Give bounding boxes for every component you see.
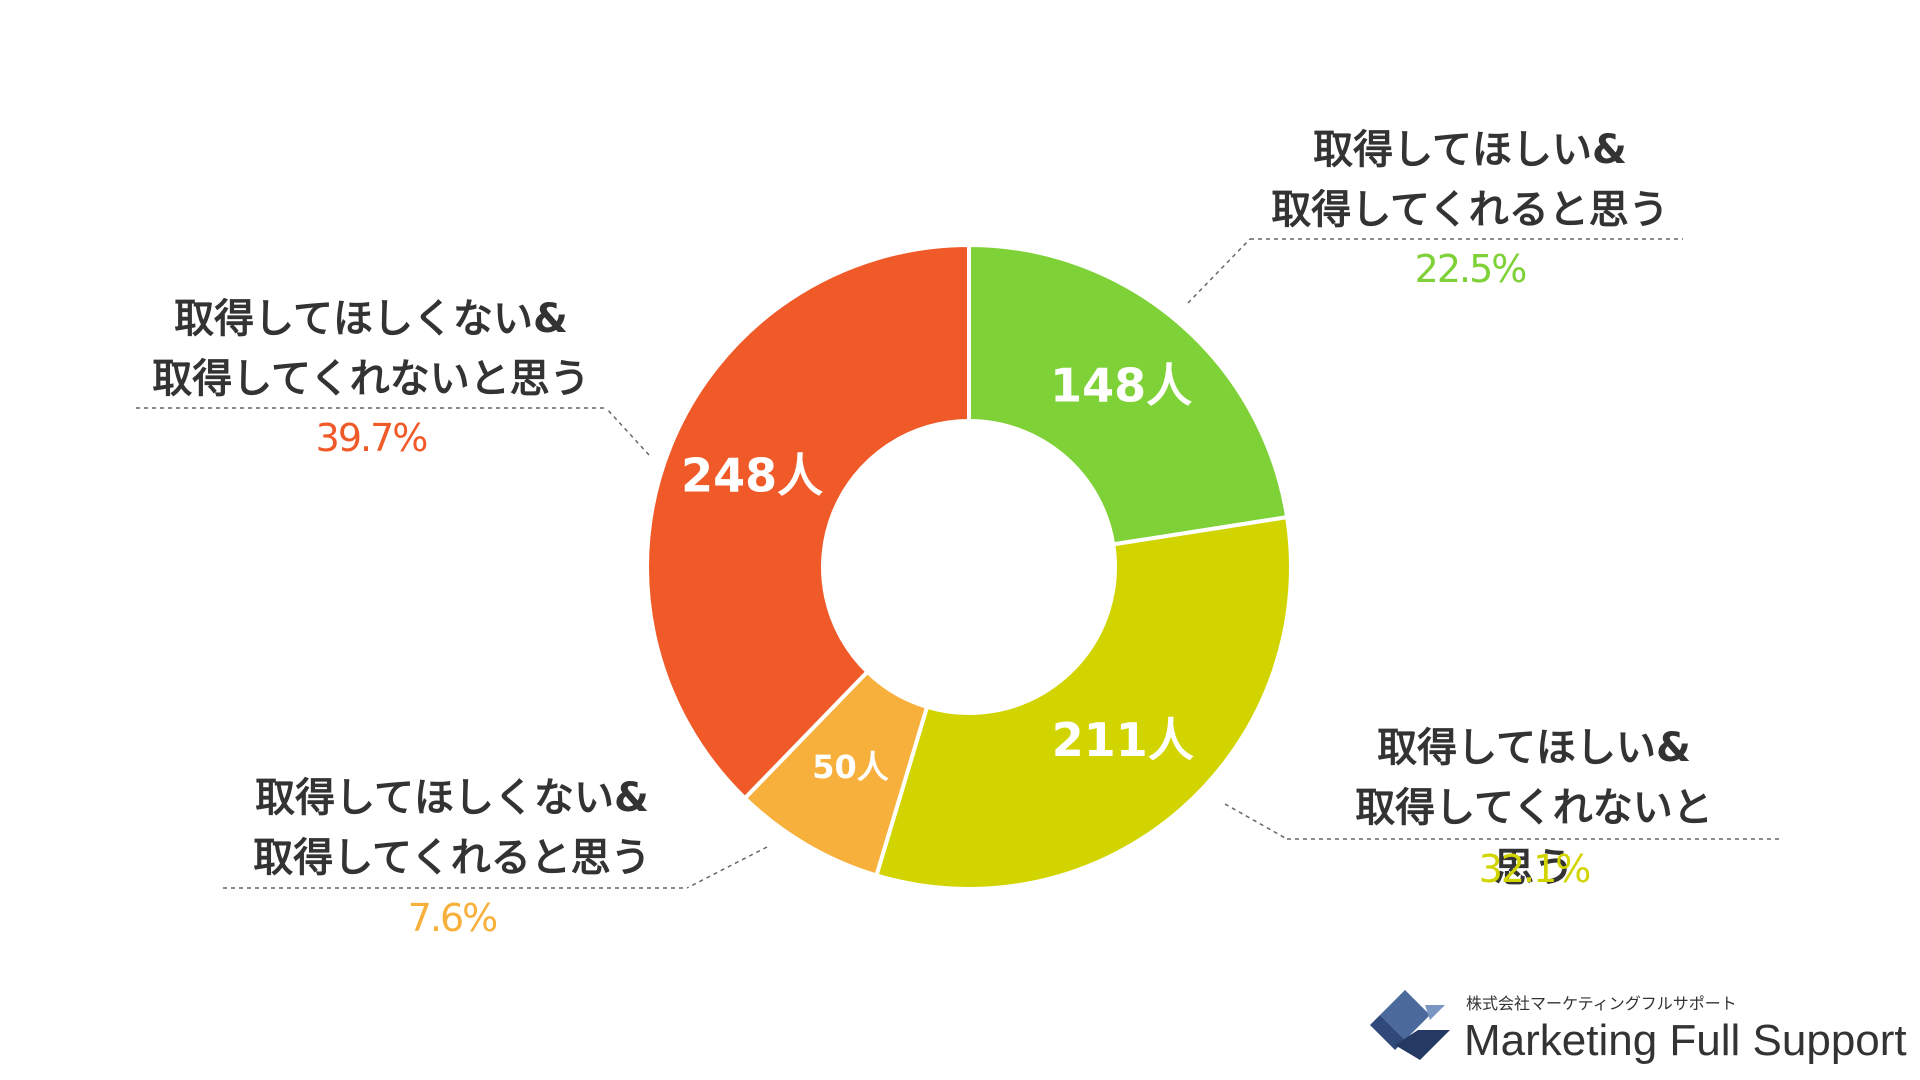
category-label: 取得してほしい& 取得してくれると思う	[1271, 127, 1669, 233]
percent-label: 22.5%	[1414, 247, 1528, 291]
percent-label: 32.1%	[1478, 847, 1592, 891]
category-label: 取得してほしくない& 取得してくれないと思う	[152, 296, 590, 402]
donut-segment	[645, 242, 971, 802]
leader-line	[1187, 238, 1251, 304]
logo-name: Marketing Full Support	[1464, 1016, 1907, 1065]
leader-line	[1224, 803, 1288, 840]
leader-line	[605, 407, 650, 456]
donut-segment	[967, 242, 1290, 547]
percent-label: 7.6%	[407, 896, 499, 940]
value-label: 148人	[1050, 359, 1192, 413]
value-label: 211人	[1052, 713, 1194, 767]
donut-segment	[873, 514, 1293, 891]
percent-label: 39.7%	[315, 416, 429, 460]
value-label: 248人	[681, 449, 823, 503]
leader-line	[686, 846, 768, 889]
logo-company: 株式会社マーケティングフルサポート	[1466, 994, 1737, 1013]
category-label: 取得してほしい& 取得してくれないと思う	[1355, 725, 1713, 891]
logo-icon	[1370, 990, 1450, 1060]
category-label: 取得してほしくない& 取得してくれると思う	[253, 775, 651, 881]
value-label: 50人	[812, 748, 889, 786]
